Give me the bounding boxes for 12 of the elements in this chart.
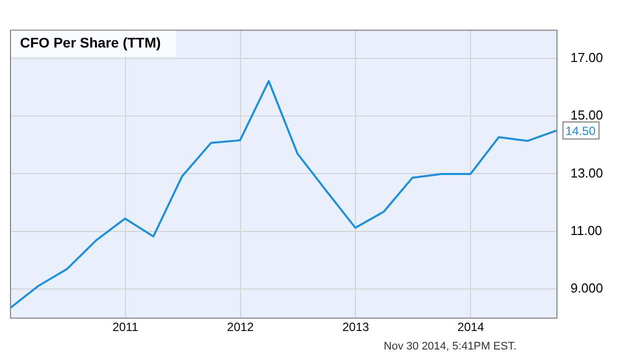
x-tick-label: 2012 xyxy=(227,320,254,334)
y-tick-label: 13.00 xyxy=(570,165,604,180)
y-tick-label: 17.00 xyxy=(570,50,604,66)
y-tick-label: 9.000 xyxy=(570,280,604,296)
chart-title: CFO Per Share (TTM) xyxy=(20,34,161,51)
data-label: 14.50 xyxy=(565,124,596,138)
x-tick-label: 2011 xyxy=(112,320,139,334)
x-tick-label: 2013 xyxy=(342,320,370,334)
x-tick-label: 2014 xyxy=(457,320,484,334)
y-tick-label: 15.00 xyxy=(570,108,604,123)
y-tick-label: 11.00 xyxy=(570,222,602,238)
text: Nov 30 2014, 5:41PM EST. xyxy=(384,340,516,353)
